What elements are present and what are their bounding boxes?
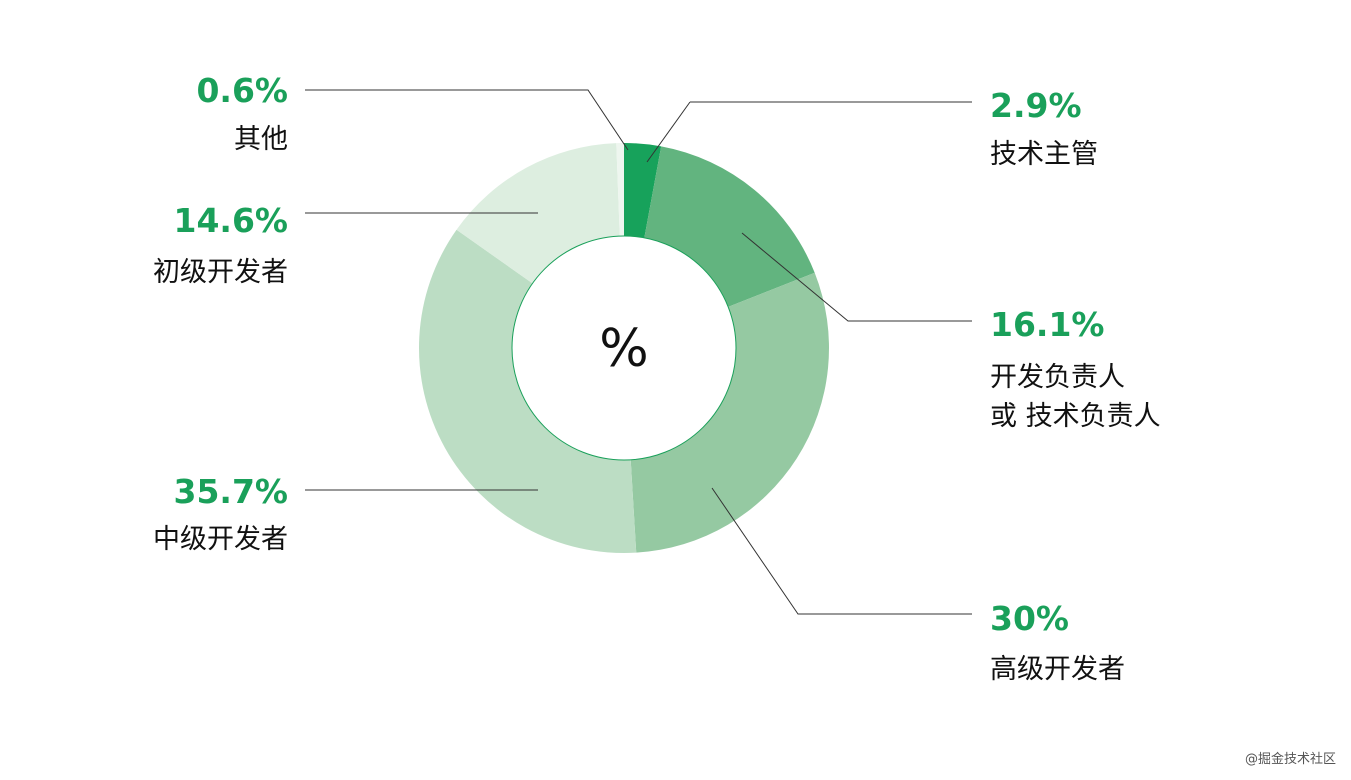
- leader-line-other: [305, 89, 629, 151]
- leader-line-senior: [711, 487, 972, 615]
- label-mid: 中级开发者: [153, 524, 288, 555]
- slice-senior: [630, 272, 829, 553]
- pct-senior: 30%: [990, 599, 1069, 638]
- label-other: 其他: [234, 124, 288, 155]
- center-label: %: [599, 319, 648, 379]
- donut-slices: [419, 143, 829, 553]
- label-junior: 初级开发者: [153, 257, 288, 288]
- pct-junior: 14.6%: [174, 201, 289, 240]
- slice-mid: [419, 229, 637, 553]
- label-dev-lead-line2: 或 技术负责人: [990, 401, 1161, 432]
- pct-other: 0.6%: [196, 71, 288, 110]
- donut-hole: [511, 235, 737, 461]
- pct-mid: 35.7%: [174, 472, 289, 511]
- slice-dev-lead: [644, 146, 815, 307]
- slice-other: [616, 143, 624, 237]
- pct-dev-lead: 16.1%: [990, 305, 1105, 344]
- slice-tech-lead: [624, 143, 662, 238]
- label-dev-lead-line1: 开发负责人: [990, 362, 1125, 393]
- label-tech-lead: 技术主管: [990, 139, 1098, 170]
- leader-line-tech-lead-tail: [646, 101, 691, 163]
- pct-tech-lead: 2.9%: [990, 86, 1082, 125]
- watermark: @掘金技术社区: [1245, 751, 1336, 767]
- label-senior: 高级开发者: [990, 654, 1125, 685]
- slice-junior: [456, 143, 620, 284]
- leader-line-dev-lead: [741, 232, 972, 322]
